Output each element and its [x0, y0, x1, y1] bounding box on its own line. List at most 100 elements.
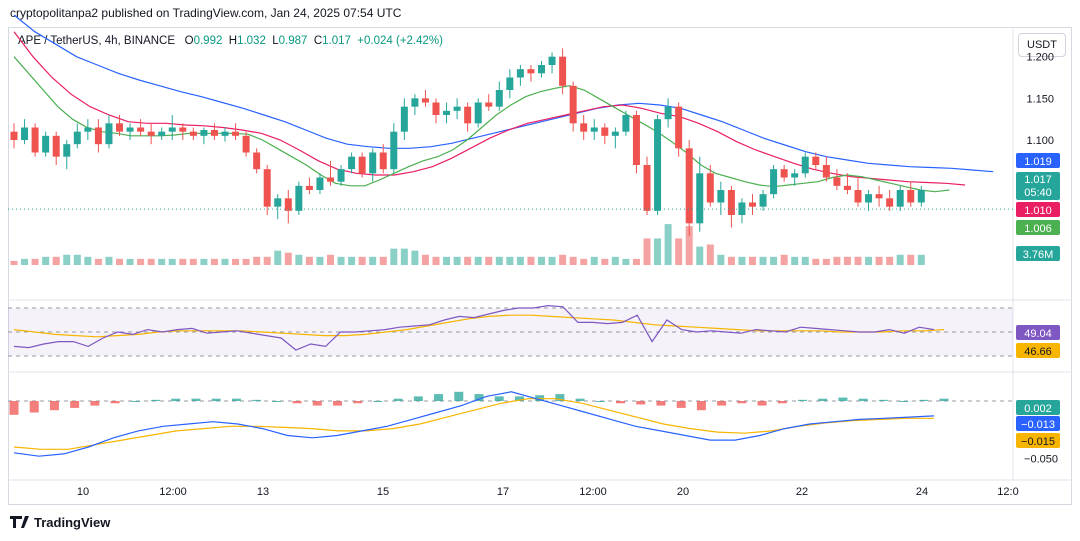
candle-body [232, 131, 240, 136]
symbol-name[interactable]: APE / TetherUS, 4h, BINANCE [18, 35, 176, 47]
volume-bar [210, 258, 218, 265]
time-tick-label: 15 [377, 486, 389, 498]
macd-tag-bg [1016, 416, 1060, 431]
volume-bar [52, 256, 60, 265]
macd-histogram-bar [514, 396, 524, 401]
volume-bar [158, 258, 166, 265]
candle-body [84, 127, 92, 132]
volume-bar [654, 238, 662, 265]
volume-bar [390, 248, 398, 265]
volume-bar [348, 256, 356, 265]
volume-bar [84, 256, 92, 265]
candle-body [21, 127, 29, 140]
volume-bar [443, 256, 451, 265]
volume-tag-bg [1016, 246, 1060, 261]
volume-bar [538, 256, 545, 265]
volume-bar [327, 254, 334, 265]
candle-body [727, 190, 735, 215]
volume-bar [675, 238, 683, 265]
candle-body [886, 198, 894, 207]
candle-body [632, 115, 640, 165]
currency-button[interactable]: USDT [1018, 33, 1066, 57]
tradingview-logo[interactable]: TradingView [10, 515, 110, 530]
price-tick-label: 1.200 [1026, 52, 1054, 64]
candle-body [421, 98, 429, 103]
close-tag: 1.017 [1024, 174, 1052, 186]
candle-body [907, 190, 915, 203]
time-tick-label: 17 [497, 486, 509, 498]
candle-body [158, 131, 166, 136]
volume-bar [42, 256, 50, 265]
close-value: 1.017 [322, 35, 351, 47]
volume-bar [833, 256, 841, 265]
volume-bar [780, 254, 788, 265]
candle-body [305, 185, 313, 190]
candle-body [749, 202, 756, 207]
volume-bar [706, 244, 714, 265]
macd-histogram-bar [878, 399, 888, 401]
candle-body [443, 110, 451, 115]
candle-body [432, 102, 440, 115]
candle-body [822, 165, 830, 178]
candle-body [675, 106, 683, 149]
candle-body [601, 127, 609, 136]
candle-body [137, 127, 145, 132]
price-tick-label: 1.100 [1026, 135, 1054, 147]
candle-body [495, 90, 503, 107]
chart-frame [8, 27, 1072, 505]
macd-histogram-bar [858, 398, 868, 401]
candle-body [875, 194, 883, 199]
ma-mid-tag-bg [1016, 202, 1060, 217]
volume-bar [63, 254, 71, 265]
candle-body [390, 131, 398, 170]
volume-bar [474, 256, 482, 265]
candle-body [801, 156, 809, 174]
macd-histogram-bar [717, 401, 727, 406]
macd-histogram-bar [373, 401, 383, 402]
volume-bar [685, 226, 693, 265]
volume-bar [801, 256, 809, 265]
candle-body [706, 173, 714, 203]
brand-name: TradingView [34, 515, 111, 530]
high-label: H [228, 35, 238, 47]
macd-histogram-bar [353, 401, 363, 404]
volume-bar [400, 248, 408, 265]
macd-histogram-bar [919, 399, 929, 401]
macd-signal-tag: −0.015 [1021, 436, 1055, 448]
symbol-info-bar: APE / TetherUS, 4h, BINANCE O0.992 H1.03… [18, 35, 443, 47]
macd-histogram-bar [413, 396, 423, 401]
ma-slow-tag-bg [1016, 153, 1060, 168]
volume-bar [105, 256, 113, 265]
volume-bar [464, 256, 472, 265]
volume-bar [664, 224, 672, 265]
macd-histogram-bar [312, 401, 322, 406]
candle-body [200, 130, 208, 136]
candle-body [126, 127, 134, 132]
candle-body [527, 69, 535, 74]
volume-bar [601, 258, 609, 265]
candle-body [31, 127, 39, 153]
volume-bar [548, 256, 556, 265]
candle-body [696, 173, 704, 224]
ma-fast-line [13, 56, 950, 193]
candle-body [833, 177, 841, 186]
volume-bar [632, 258, 640, 265]
volume-bar [305, 256, 313, 265]
volume-bar [21, 258, 29, 265]
volume-bar [886, 256, 894, 265]
candle-body [791, 173, 799, 178]
time-tick-label: 12:00 [159, 486, 187, 498]
publish-header: cryptopolitanpa2 published on TradingVie… [10, 6, 402, 20]
volume-bar [284, 252, 292, 265]
macd-histogram-bar [292, 401, 302, 404]
volume-bar [759, 256, 767, 265]
candle-body [474, 102, 482, 124]
candle-body [242, 135, 250, 153]
volume-bar [126, 258, 134, 265]
rsi-ma-tag-bg [1016, 343, 1060, 358]
rsi-tag-bg [1016, 325, 1060, 340]
macd-histogram-bar [231, 398, 241, 401]
candle-body [295, 185, 303, 211]
volume-bar [896, 254, 904, 265]
